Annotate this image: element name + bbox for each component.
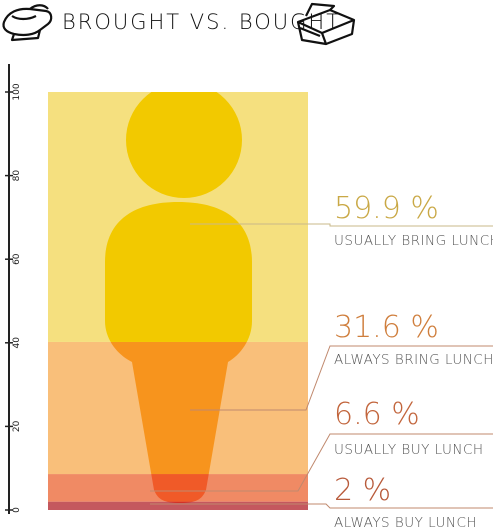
y-tick-label: 20 <box>12 420 22 432</box>
callout-line-1 <box>150 433 493 492</box>
category-label-3: USUALLY BRING LUNCH <box>334 233 493 249</box>
y-tick-label: 80 <box>12 170 22 182</box>
chart-title: BROUGHT VS. BOUGHT <box>62 10 341 34</box>
y-tick-label: 60 <box>12 253 22 265</box>
callout-line-2 <box>190 345 493 411</box>
category-label-2: ALWAYS BRING LUNCH <box>334 352 493 368</box>
value-label-2: 31.6 % <box>334 310 439 345</box>
callout-line-0 <box>150 503 493 509</box>
y-tick-label: 100 <box>12 83 22 100</box>
callouts: 59.9 % USUALLY BRING LUNCH 31.6 % ALWAYS BR… <box>150 191 493 530</box>
y-axis-ticks: 0 20 40 60 80 100 <box>5 83 22 513</box>
value-label-1: 6.6 % <box>334 397 420 432</box>
y-tick-label: 40 <box>12 337 22 349</box>
y-tick-label: 0 <box>12 507 22 513</box>
value-label-0: 2 % <box>334 473 391 508</box>
category-label-0: ALWAYS BUY LUNCH <box>334 515 477 530</box>
band-0 <box>48 501 308 510</box>
figure-segment-3 <box>105 92 252 342</box>
value-label-3: 59.9 % <box>334 191 439 226</box>
lunch-box-icon <box>296 2 356 46</box>
callout-line-3 <box>190 223 493 227</box>
category-label-1: USUALLY BUY LUNCH <box>334 442 484 458</box>
figure-segment-0 <box>105 501 252 503</box>
lunch-bag-icon <box>2 4 53 42</box>
